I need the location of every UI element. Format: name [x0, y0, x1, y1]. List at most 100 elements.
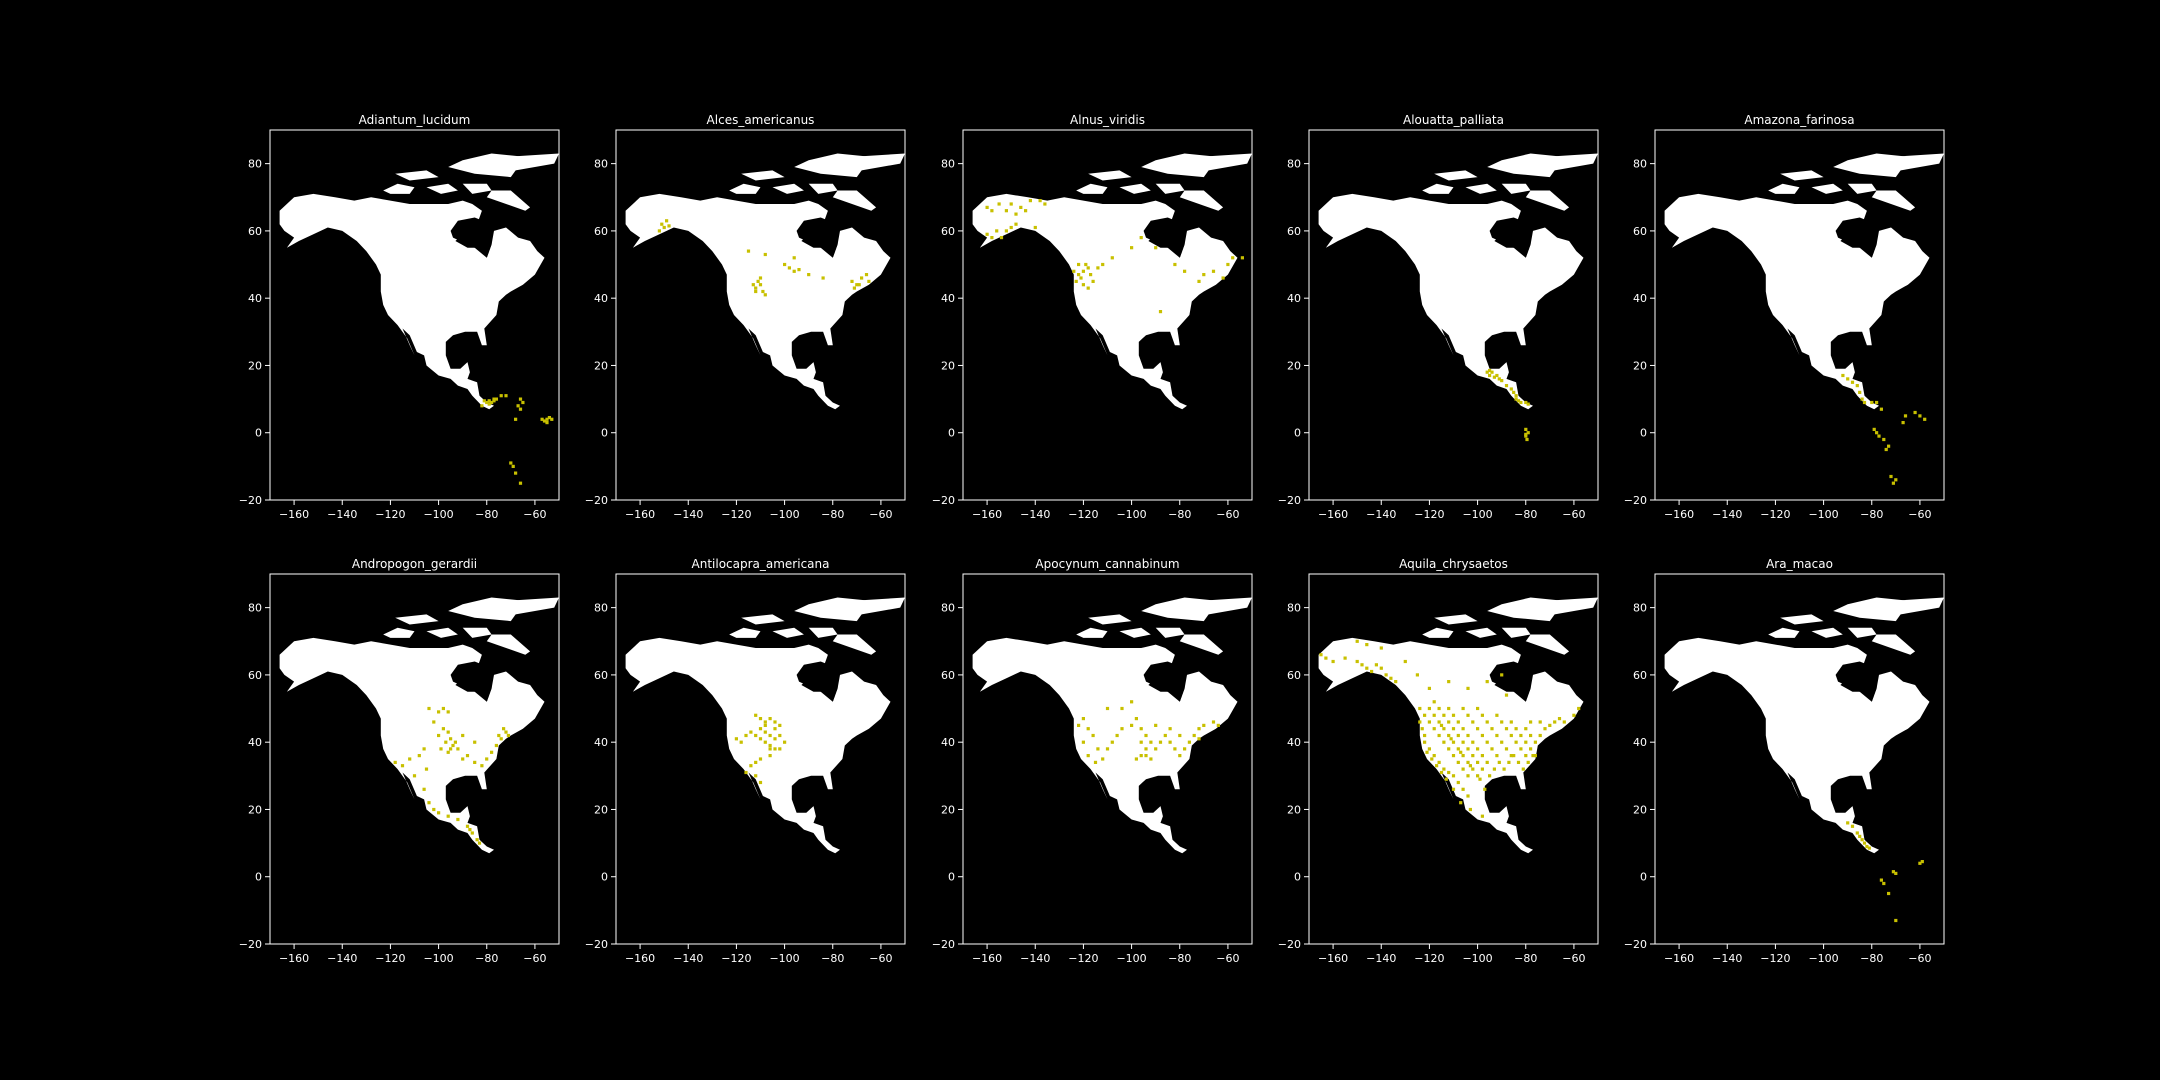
y-tick-label: 40: [248, 736, 262, 749]
arctic-island: [772, 627, 804, 638]
y-tick-label: 80: [248, 158, 262, 171]
axes-frame: [269, 129, 560, 501]
occurrence-point: [1081, 740, 1085, 744]
occurrence-point: [1394, 680, 1398, 684]
y-tick-label: 0: [1640, 427, 1647, 440]
arctic-island: [1525, 190, 1570, 211]
y-tick-label: 60: [1287, 669, 1301, 682]
occurrence-point: [1086, 286, 1090, 290]
occurrence-point: [1476, 760, 1480, 764]
occurrence-point: [739, 740, 743, 744]
occurrence-point: [1538, 733, 1542, 738]
occurrence-point: [1197, 279, 1201, 283]
plot-area: [972, 153, 1252, 410]
occurrence-point: [497, 733, 501, 738]
occurrence-point: [1096, 747, 1100, 751]
occurrence-point: [477, 841, 482, 845]
occurrence-point: [1870, 400, 1874, 405]
occurrence-point: [1480, 713, 1484, 717]
occurrence-point: [999, 236, 1004, 240]
occurrence-point: [1524, 432, 1528, 436]
occurrence-point: [1485, 680, 1489, 684]
y-tick-label: 20: [248, 803, 262, 816]
arctic-island: [1119, 183, 1151, 194]
occurrence-point: [1533, 754, 1537, 758]
occurrence-point: [1442, 713, 1446, 717]
occurrence-point: [490, 750, 494, 754]
occurrence-point: [1471, 767, 1475, 771]
occurrence-point: [1502, 767, 1506, 771]
occurrence-point: [1451, 740, 1456, 744]
occurrence-point: [1427, 686, 1431, 690]
occurrence-point: [1115, 733, 1119, 738]
occurrence-point: [1495, 754, 1499, 758]
occurrence-point: [545, 421, 549, 425]
y-tick-label: 60: [1633, 669, 1647, 682]
y-tick-label: −20: [1278, 938, 1301, 951]
occurrence-point: [758, 276, 763, 280]
land-mass: [279, 193, 545, 410]
occurrence-point: [1901, 421, 1905, 425]
occurrence-point: [662, 225, 666, 230]
arctic-island: [1811, 183, 1843, 194]
plot-area: [279, 153, 559, 485]
occurrence-point: [1038, 199, 1042, 203]
x-tick-label: −160: [279, 952, 309, 965]
occurrence-point: [1240, 256, 1244, 260]
x-tick-label: −80: [1860, 952, 1883, 965]
occurrence-point: [1514, 740, 1518, 744]
occurrence-point: [1524, 754, 1528, 758]
y-tick-label: 40: [941, 292, 955, 305]
occurrence-point: [1524, 400, 1528, 405]
occurrence-point: [1480, 733, 1484, 738]
occurrence-point: [1231, 256, 1235, 260]
arctic-island: [1833, 153, 1911, 178]
occurrence-point: [749, 730, 753, 734]
arctic-island: [1847, 627, 1877, 638]
occurrence-point: [857, 283, 861, 287]
occurrence-point: [451, 743, 455, 748]
y-tick-label: −20: [1624, 938, 1647, 951]
occurrence-point: [432, 807, 436, 812]
occurrence-point: [516, 404, 520, 408]
arctic-island: [1465, 183, 1497, 194]
axes-frame: [1654, 129, 1945, 501]
occurrence-point: [773, 747, 777, 751]
arctic-island: [1076, 183, 1108, 194]
y-tick-label: 60: [1287, 225, 1301, 238]
arctic-island: [1780, 170, 1824, 181]
occurrence-point: [1173, 747, 1177, 751]
occurrence-point: [1120, 706, 1124, 711]
occurrence-point: [1439, 723, 1444, 727]
occurrence-point: [1435, 764, 1439, 768]
occurrence-point: [1882, 881, 1886, 886]
hudson-bay: [1489, 661, 1531, 702]
occurrence-point: [441, 706, 445, 711]
occurrence-point: [456, 747, 460, 751]
occurrence-point: [864, 273, 869, 277]
occurrence-point: [860, 276, 864, 280]
occurrence-point: [1130, 723, 1134, 727]
arctic-island: [395, 170, 439, 181]
subplot-panel: Antilocapra_americana −160 −140 −120 −100 −80…: [585, 557, 906, 965]
occurrence-point: [852, 286, 856, 290]
occurrence-point: [1432, 727, 1436, 731]
arctic-island: [1780, 614, 1824, 625]
occurrence-point: [1086, 754, 1090, 758]
occurrence-point: [754, 286, 758, 290]
occurrence-point: [1178, 733, 1182, 738]
hudson-bay: [450, 661, 492, 702]
occurrence-point: [1447, 770, 1451, 775]
occurrence-point: [1514, 727, 1518, 731]
occurrence-point: [514, 471, 518, 475]
x-tick-label: −60: [1908, 508, 1931, 521]
occurrence-point: [1483, 787, 1487, 791]
y-tick-label: 60: [248, 225, 262, 238]
occurrence-point: [1216, 723, 1220, 727]
occurrence-point: [1526, 402, 1530, 406]
occurrence-point: [1139, 727, 1143, 731]
x-tick-label: −140: [1366, 952, 1396, 965]
occurrence-point: [1524, 427, 1528, 431]
arctic-island: [1871, 634, 1916, 655]
x-tick-label: −120: [1068, 952, 1098, 965]
